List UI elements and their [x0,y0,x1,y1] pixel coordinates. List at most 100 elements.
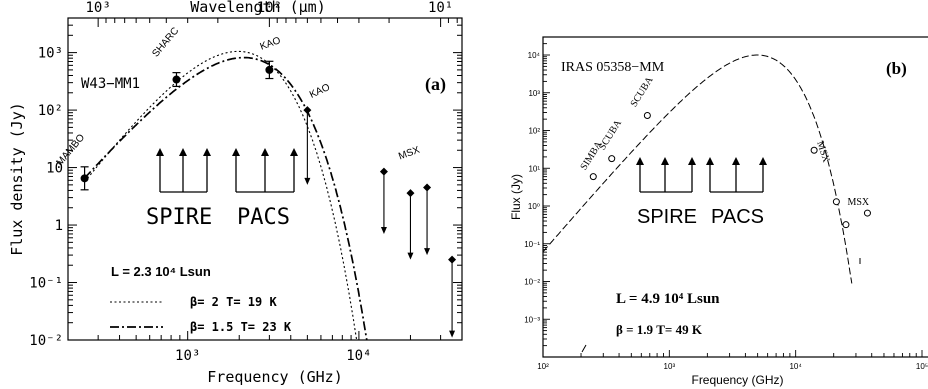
panel-a-point-3 [265,65,274,74]
panel-a-point-label: SHARC [150,26,181,60]
panel-a-point-2 [172,75,181,84]
panel-a-legend-label-2: β= 1.5 T= 23 K [190,320,292,334]
panel-a-spire-label: SPIRE [146,205,212,230]
panel-b-pacs-arrow-2 [732,157,740,192]
panel-a-pacs-arrow-2 [261,148,269,192]
upper-limit-marker [303,106,312,115]
panel-b-pacs-arrow-1 [706,157,714,192]
panel-b-model-curve-1 [542,54,853,284]
panel-a-ytick-label: 10² [38,103,63,119]
panel-b-ylabel: Flux (Jy) [509,174,523,220]
panel-a-xtick-label: 10⁴ [346,348,371,364]
panel-b-pacs-arrow-1-head [706,157,714,165]
panel-a-pacs-arrow-1 [232,148,240,192]
upper-limit-arrowhead [380,226,387,234]
panel-a-upper-limit-label: KAO [308,82,332,101]
upper-limit-arrowhead [449,330,456,338]
panel-b-xtick-label: 10⁵ [916,362,928,371]
panel-a-upper-limit-2 [379,167,388,234]
panel-a-spire-arrow-1 [156,148,164,192]
panel-a-frame [67,17,463,341]
panel-b-spire-arrow-2-head [661,157,669,165]
panel-b-ytick-label: 10¹ [528,164,540,173]
panel-a-ytick-label: 10⁻² [29,333,63,349]
panel-a-spire-arrow-2 [179,148,187,192]
panel-a-upper-limit-3 [406,189,415,260]
panel-a-pacs-arrow-3 [290,148,298,192]
panel-a-spire-arrow-3 [203,148,211,192]
panel-a-spire-arrow-3-head [203,148,211,156]
panel-a-spire-arrow-2-head [179,148,187,156]
panel-b-point-2 [608,155,616,163]
panel-a-ylabel: Flux density (Jy) [8,102,26,256]
panel-a-ytick-label: 1 [55,218,63,234]
upper-limit-marker [448,255,457,264]
panel-a-label: (a) [425,74,446,95]
panel-b-point-label: SCUBA [597,117,624,152]
panel-a-point-label: KAO [259,35,283,53]
panel-b-frame [542,36,928,358]
panel-b-point-label: SCUBA [629,74,656,109]
panel-b-legend-label: β = 1.9 T= 49 K [616,322,703,337]
panel-a-luminosity: L = 2.3 10⁴ Lsun [111,264,211,279]
panel-a-upper-limit-1 [303,106,312,185]
panel-a-pacs-arrow-3-head [290,148,298,156]
panel-a-top-xlabel: Wavelength (μm) [190,0,325,16]
panel-b-pacs-arrow-3-head [759,157,767,165]
panel-b-point-label: MSX [847,197,869,208]
panel-a-xtick-label: 10³ [175,348,200,364]
panel-b-xlabel: Frequency (GHz) [691,373,783,387]
panel-a-upper-limit-5 [448,255,457,338]
panel-b-spire-arrow-1-head [636,157,644,165]
panel-b-spire-arrow-3 [688,157,696,192]
panel-a-legend-label-1: β= 2 T= 19 K [190,295,277,309]
panel-b-luminosity: L = 4.9 10⁴ Lsun [616,291,720,307]
panel-b-ytick-label: 10⁴ [528,51,541,60]
upper-limit-marker [379,167,388,176]
panel-b-point-7 [863,209,871,217]
panel-b-point-3 [643,111,651,119]
panel-b-curve-fragment [581,344,587,353]
panel-a-spire-arrow-1-head [156,148,164,156]
panel-b-point-1 [589,173,597,181]
panel-b-point-4 [810,146,818,154]
panel-b-ytick-label: 10⁻³ [524,315,540,324]
panel-a-ytick-label: 10 [46,161,63,177]
panel-a-toptick-label: 10² [257,0,282,16]
panel-b-point-6 [842,221,850,229]
panel-b-spire-label: SPIRE [637,206,697,228]
upper-limit-arrowhead [407,252,414,260]
panel-b-spire-arrow-3-head [688,157,696,165]
panel-a-upper-limit-4 [423,183,432,256]
panel-b-pacs-arrow-2-head [732,157,740,165]
panel-b-ytick-label: 10⁻² [524,278,540,287]
panel-b-source-name: IRAS 05358−MM [561,60,665,75]
panel-a-point-label: MAMBO [54,132,87,168]
panel-b-xtick-label: 10⁴ [789,362,802,371]
panel-b-pacs-label: PACS [711,206,764,228]
panel-a-pacs-arrow-1-head [232,148,240,156]
panel-b-point-5 [832,198,840,206]
panel-a-upper-limit-label: MSX [397,145,421,163]
panel-b-ytick-label: 10⁻¹ [524,240,540,249]
panel-b-ytick-label: 10³ [528,89,540,98]
upper-limit-arrowhead [424,248,431,256]
upper-limit-arrowhead [304,177,311,185]
panel-a-model-curve-2 [83,56,368,341]
panel-b: 10² 10³ 10⁴ 10⁵ 10⁻³ 10⁻² 10⁻¹ 10⁰ 10¹ 10² 10³ 10⁴ F… [509,36,928,387]
panel-a-pacs-arrow-2-head [261,148,269,156]
panel-b-xtick-label: 10² [537,362,549,371]
panel-a: 10³ 10⁴ 10⁻² 10⁻¹ 1 10 10² 10³ 10³ 10² 10¹ Frequenc… [8,0,463,386]
panel-a-toptick-label: 10¹ [428,0,453,16]
panel-a-toptick-label: 10³ [86,0,111,16]
panel-b-xtick-label: 10³ [664,362,676,371]
upper-limit-marker [423,183,432,192]
panel-b-spire-arrow-1 [636,157,644,192]
panel-a-source-name: W43−MM1 [81,76,140,92]
panel-b-label: (b) [886,59,907,78]
panel-b-ytick-label: 10⁰ [528,202,540,211]
panel-a-point-1 [80,174,89,183]
panel-b-spire-arrow-2 [661,157,669,192]
panel-b-ytick-label: 10² [528,127,540,136]
panel-a-pacs-label: PACS [237,205,290,230]
